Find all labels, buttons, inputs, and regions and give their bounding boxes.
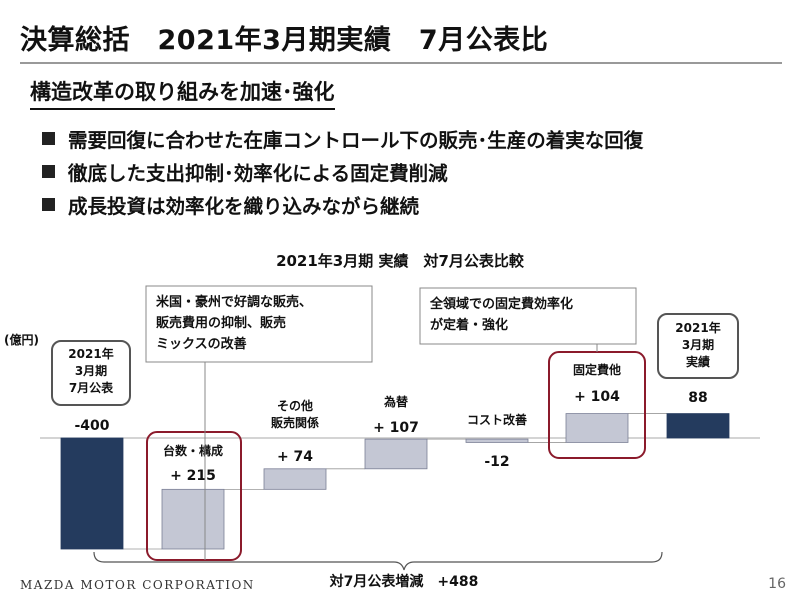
data-label: + 74 — [277, 449, 313, 465]
data-label: + 107 — [373, 420, 419, 436]
highlight-box — [146, 431, 242, 561]
callout-text: 販売費用の抑制、販売 — [156, 315, 286, 331]
data-label: -12 — [484, 454, 509, 470]
waterfall-bar — [263, 468, 327, 490]
category-label: 台数・構成 — [163, 443, 223, 458]
bullet-item: 需要回復に合わせた在庫コントロール下の販売･生産の着実な回復 — [42, 122, 643, 155]
category-label: 3月期 — [682, 337, 714, 352]
waterfall-bar — [666, 413, 730, 439]
bullet-text: 徹底した支出抑制･効率化による固定費削減 — [68, 162, 448, 185]
category-label: 為替 — [384, 394, 409, 409]
category-box — [51, 340, 131, 406]
waterfall-bar — [364, 438, 428, 470]
callout-text: 全領域での固定費効率化 — [429, 296, 573, 312]
bullet-item: 成長投資は効率化を織り込みながら継続 — [42, 188, 643, 221]
category-label: コスト改善 — [467, 412, 527, 427]
bullet-square-icon — [42, 165, 55, 178]
bullet-item: 徹底した支出抑制･効率化による固定費削減 — [42, 155, 643, 188]
waterfall-bar — [60, 437, 124, 550]
page-title: 決算総括 2021年3月期実績 7月公表比 — [20, 25, 549, 56]
bullet-square-icon — [42, 198, 55, 211]
category-label: 3月期 — [75, 363, 107, 378]
callout-text: が定着・強化 — [430, 317, 508, 333]
bullet-text: 成長投資は効率化を織り込みながら継続 — [68, 195, 420, 218]
category-label: 固定費他 — [573, 362, 621, 377]
data-label: 88 — [688, 390, 707, 406]
company-logo-text: MAZDA MOTOR CORPORATION — [20, 578, 255, 592]
chart-title: 2021年3月期 実績 対7月公表比較 — [276, 252, 524, 270]
category-label: 実績 — [686, 354, 710, 369]
category-label: 2021年 — [675, 320, 720, 335]
total-change-bracket — [93, 551, 663, 571]
data-label: -400 — [74, 418, 109, 434]
category-label: その他 — [277, 398, 313, 413]
bullet-list: 需要回復に合わせた在庫コントロール下の販売･生産の着実な回復 徹底した支出抑制･… — [42, 122, 643, 221]
waterfall-bar — [465, 438, 529, 443]
callout-text: 米国・豪州で好調な販売、 — [156, 294, 312, 310]
waterfall-bar — [161, 488, 225, 550]
section-subtitle: 構造改革の取り組みを加速･強化 — [30, 76, 335, 110]
title-divider — [20, 62, 782, 64]
callout-box — [419, 287, 637, 345]
category-label: 7月公表 — [69, 380, 114, 395]
data-label: + 104 — [574, 389, 620, 405]
total-change-label: 対7月公表増減 +488 — [329, 573, 479, 590]
bullet-square-icon — [42, 132, 55, 145]
category-box — [657, 313, 739, 379]
y-axis-unit-label: (億円) — [4, 333, 39, 347]
category-label: 2021年 — [68, 346, 113, 361]
callout-box — [145, 285, 373, 363]
category-label: 販売関係 — [271, 415, 319, 430]
callout-text: ミックスの改善 — [156, 336, 247, 352]
bullet-text: 需要回復に合わせた在庫コントロール下の販売･生産の着実な回復 — [68, 129, 644, 152]
waterfall-bar — [565, 413, 629, 443]
page-number: 16 — [768, 576, 786, 592]
data-label: + 215 — [170, 468, 216, 484]
